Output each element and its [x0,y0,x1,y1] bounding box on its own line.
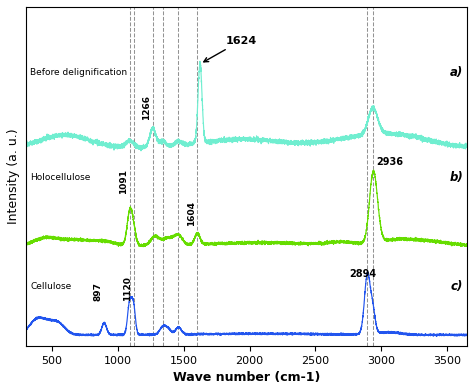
Text: 1624: 1624 [204,36,257,62]
Text: Cellulose: Cellulose [30,282,72,291]
X-axis label: Wave number (cm-1): Wave number (cm-1) [173,371,320,384]
Text: 1266: 1266 [142,95,151,120]
Text: Before delignification: Before delignification [30,68,127,77]
Text: 2894: 2894 [350,269,377,279]
Text: Holocellulose: Holocellulose [30,174,91,183]
Text: c): c) [451,280,463,293]
Text: 1120: 1120 [123,276,132,301]
Text: 897: 897 [94,282,103,301]
Text: 1091: 1091 [119,169,128,194]
Text: b): b) [449,172,463,185]
Y-axis label: Intensity (a. u.): Intensity (a. u.) [7,129,20,224]
Text: 2936: 2936 [376,157,403,167]
Text: a): a) [450,66,463,79]
Text: 1604: 1604 [187,201,196,226]
